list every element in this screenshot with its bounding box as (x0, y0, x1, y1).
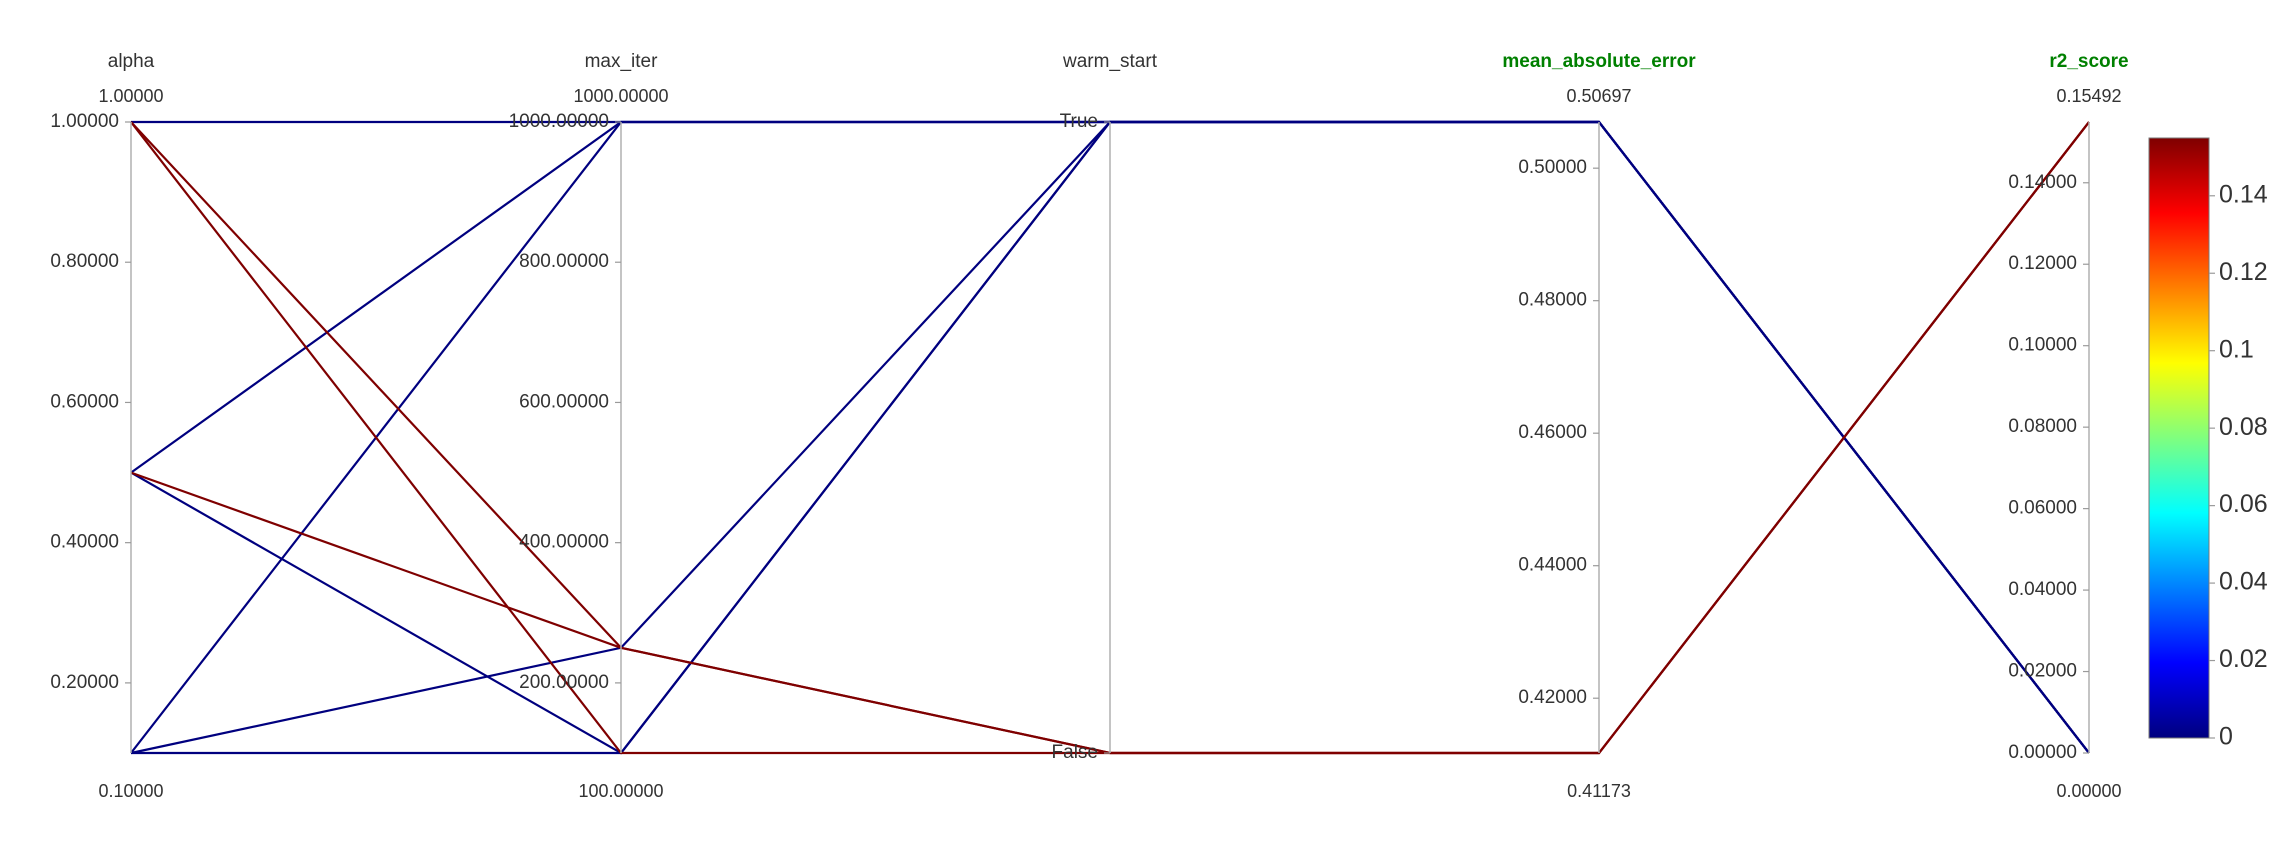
axis-tick-label: 0.44000 (1518, 555, 1587, 576)
axis-tick-label: 400.00000 (519, 532, 609, 553)
axis-title: mean_absolute_error (1502, 51, 1696, 72)
colorbar-tick-label: 0.12 (2219, 258, 2268, 286)
axis-alpha: alpha 1.00000 0.10000 1.00000 0.80000 0.60000… (50, 51, 163, 801)
axis-tick-label: 1.00000 (50, 111, 119, 132)
axis-max-label: 1.00000 (98, 86, 163, 106)
axis-tick-label: 600.00000 (519, 391, 609, 412)
colorbar-tick-label: 0.04 (2219, 568, 2268, 596)
axis-tick-label: 0.40000 (50, 532, 119, 553)
axis-tick-label: 200.00000 (519, 672, 609, 693)
axis-tick-label: True (1060, 111, 1098, 132)
colorbar-tick-label: 0.14 (2219, 180, 2268, 208)
axis-tick-label: 0.00000 (2008, 742, 2077, 763)
axis-tick-label: 0.42000 (1518, 687, 1587, 708)
axis-tick-label: 0.80000 (50, 251, 119, 272)
axis-min-label: 100.00000 (578, 781, 663, 801)
axis-tick-label: 0.46000 (1518, 422, 1587, 443)
axis-title: r2_score (2049, 51, 2128, 72)
axis-tick-label: False (1052, 742, 1098, 763)
colorbar-tick-label: 0.02 (2219, 645, 2268, 673)
axis-title: alpha (108, 51, 155, 72)
axis-tick-label: 0.04000 (2008, 579, 2077, 600)
axis-tick-label: 0.08000 (2008, 416, 2077, 437)
axis-min-label: 0.10000 (98, 781, 163, 801)
axis-tick-label: 0.50000 (1518, 157, 1587, 178)
axis-warm-start: warm_start True False (1052, 51, 1158, 763)
axis-min-label: 0.41173 (1567, 781, 1631, 801)
axis-max-label: 1000.00000 (573, 86, 668, 106)
axis-title: warm_start (1062, 51, 1158, 72)
axis-tick-label: 0.60000 (50, 391, 119, 412)
axis-max-iter: max_iter 1000.00000 100.00000 1000.00000 800… (509, 51, 669, 801)
axis-tick-label: 0.14000 (2008, 172, 2077, 193)
axis-max-label: 0.15492 (2056, 86, 2121, 106)
colorbar-tick-label: 0 (2219, 723, 2233, 751)
axis-r2-score: r2_score 0.15492 0.00000 0.14000 0.12000 0.10… (2008, 51, 2128, 801)
axis-tick-label: 0.20000 (50, 672, 119, 693)
axis-tick-label: 0.48000 (1518, 290, 1587, 311)
axis-min-label: 0.00000 (2056, 781, 2121, 801)
axes: alpha 1.00000 0.10000 1.00000 0.80000 0.60000… (50, 51, 2128, 801)
axis-max-label: 0.50697 (1566, 86, 1631, 106)
axis-tick-label: 0.10000 (2008, 335, 2077, 356)
axis-mean-absolute-error: mean_absolute_error 0.50697 0.41173 0.50000… (1502, 51, 1696, 801)
axis-tick-label: 1000.00000 (509, 111, 609, 132)
colorbar-tick-label: 0.06 (2219, 490, 2268, 518)
colorbar-tick-label: 0.08 (2219, 413, 2268, 441)
axis-tick-label: 0.02000 (2008, 661, 2077, 682)
axis-title: max_iter (585, 51, 659, 72)
colorbar: 0 0.02 0.04 0.06 0.08 0.1 0.12 0.14 (2148, 137, 2268, 751)
axis-tick-label: 0.12000 (2008, 253, 2077, 274)
colorbar-gradient (2148, 137, 2210, 739)
axis-tick-label: 0.06000 (2008, 498, 2077, 519)
colorbar-tick-label: 0.1 (2219, 335, 2254, 363)
axis-tick-label: 800.00000 (519, 251, 609, 272)
